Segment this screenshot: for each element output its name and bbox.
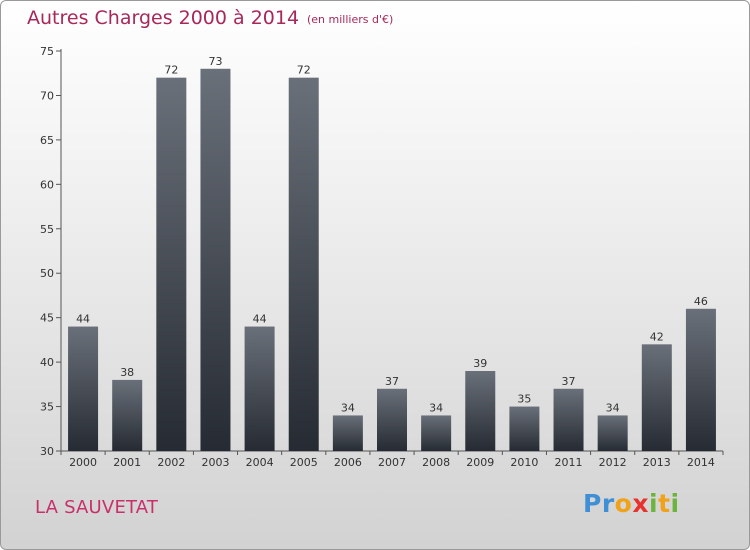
logo-letter: i [670,489,680,518]
bar [465,371,496,451]
logo-letter: t [658,489,671,518]
x-tick-label: 2006 [334,456,362,469]
x-tick-label: 2002 [157,456,185,469]
bar [200,68,231,452]
commune-name: LA SAUVETAT [35,497,159,518]
data-label: 72 [164,64,178,77]
bar [112,379,143,451]
x-tick-label: 2004 [246,456,274,469]
chart-subtitle: (en milliers d'€) [307,13,394,26]
x-tick-label: 2012 [599,456,627,469]
x-tick-label: 2005 [290,456,318,469]
x-tick-label: 2001 [113,456,141,469]
logo-letter: x [632,489,649,518]
data-label: 44 [76,313,90,326]
logo-letter: o [614,489,633,518]
bar [641,344,672,451]
x-tick-label: 2011 [555,456,583,469]
data-label: 34 [606,401,620,414]
data-label: 46 [694,295,708,308]
data-label: 34 [341,401,355,414]
x-tick-label: 2003 [201,456,229,469]
logo-letter: P [583,489,602,518]
proxiti-logo: Proxiti [583,489,680,518]
y-tick-label: 70 [40,89,54,102]
bar [509,406,540,451]
x-tick-label: 2000 [69,456,97,469]
logo-letter: r [601,489,615,518]
data-label: 38 [120,366,134,379]
y-tick-label: 50 [40,267,54,280]
logo-letter: i [649,489,659,518]
x-tick-label: 2009 [466,456,494,469]
bar [156,77,187,452]
bar [288,77,319,452]
data-label: 35 [517,393,531,406]
data-label: 39 [473,357,487,370]
bar [553,388,584,451]
y-tick-label: 45 [40,312,54,325]
data-label: 37 [385,375,399,388]
bar [597,415,628,451]
y-tick-label: 55 [40,223,54,236]
y-tick-label: 75 [40,45,54,58]
bar [68,326,99,451]
chart-title: Autres Charges 2000 à 2014 [27,7,300,29]
x-tick-label: 2008 [422,456,450,469]
x-tick-label: 2007 [378,456,406,469]
y-tick-label: 40 [40,356,54,369]
bar [244,326,275,451]
bar [421,415,452,451]
data-label: 37 [562,375,576,388]
y-tick-label: 30 [40,445,54,458]
y-tick-label: 35 [40,401,54,414]
bar [377,388,407,451]
data-label: 73 [208,55,222,68]
x-tick-label: 2013 [643,456,671,469]
data-label: 42 [650,330,664,343]
bar [332,415,363,451]
x-tick-label: 2014 [687,456,715,469]
data-label: 44 [253,313,267,326]
data-label: 34 [429,401,443,414]
bar [685,308,716,451]
data-label: 72 [297,64,311,77]
y-tick-label: 60 [40,178,54,191]
x-tick-label: 2010 [510,456,538,469]
y-tick-label: 65 [40,134,54,147]
